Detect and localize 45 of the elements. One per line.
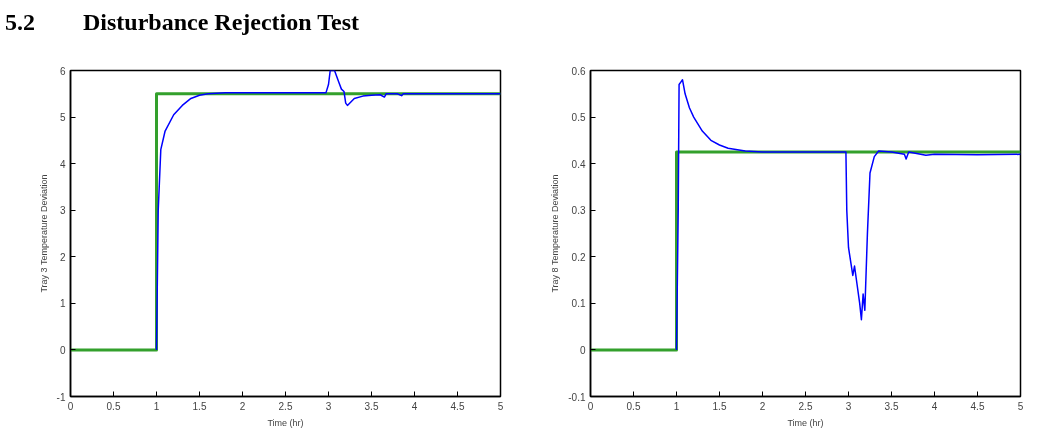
y-tick-label: 4 [59,158,66,170]
x-tick-label: 0 [587,400,594,412]
y-tick-label: 0 [59,344,66,356]
x-tick-label: 4.5 [450,400,465,412]
x-tick-label: 5 [497,400,504,412]
y-tick-label: 0.5 [571,112,586,124]
x-tick-label: 0 [67,400,74,412]
x-tick-label: 2 [759,400,766,412]
y-tick-label: 1 [59,298,66,310]
y-tick-label: 0.4 [571,158,586,170]
x-tick-label: 1 [673,400,680,412]
y-tick-label: 5 [59,112,66,124]
line-series [675,79,1021,351]
x-tick-label: 1.5 [192,400,207,412]
x-axis-title: Time (hr) [787,417,824,428]
line-series [155,70,501,351]
x-tick-label: 0.5 [106,400,121,412]
x-tick-label: 5 [1017,400,1024,412]
y-tick-label: 0.3 [571,205,586,217]
x-tick-label: 2 [239,400,246,412]
chart-title: 5.2 Disturbance Rejection Test [5,8,359,37]
y-axis-title: Tray 8 Temperature Deviation [550,174,561,293]
x-axis-title: Time (hr) [267,417,304,428]
x-tick-label: 4 [411,400,418,412]
y-tick-label: 0 [579,344,586,356]
y-tick-label: 0.6 [571,65,586,77]
y-tick-label: -0.1 [568,391,586,403]
y-tick-label: -1 [56,391,66,403]
x-tick-label: 3.5 [884,400,899,412]
y-tick-label: 0.1 [571,298,586,310]
x-tick-label: 4 [931,400,938,412]
x-tick-label: 1.5 [712,400,727,412]
x-tick-label: 2.5 [278,400,293,412]
y-tick-label: 6 [59,65,66,77]
x-tick-label: 3 [325,400,332,412]
x-tick-label: 1 [153,400,160,412]
x-tick-label: 0.5 [626,400,641,412]
y-tick-label: 2 [59,251,66,263]
y-axis-title: Tray 3 Temperature Deviation [38,174,49,293]
y-tick-label: 0.2 [571,251,586,263]
x-tick-label: 3 [845,400,852,412]
x-tick-label: 2.5 [798,400,813,412]
y-tick-label: 3 [59,205,66,217]
x-tick-label: 4.5 [970,400,985,412]
x-tick-label: 3.5 [364,400,379,412]
